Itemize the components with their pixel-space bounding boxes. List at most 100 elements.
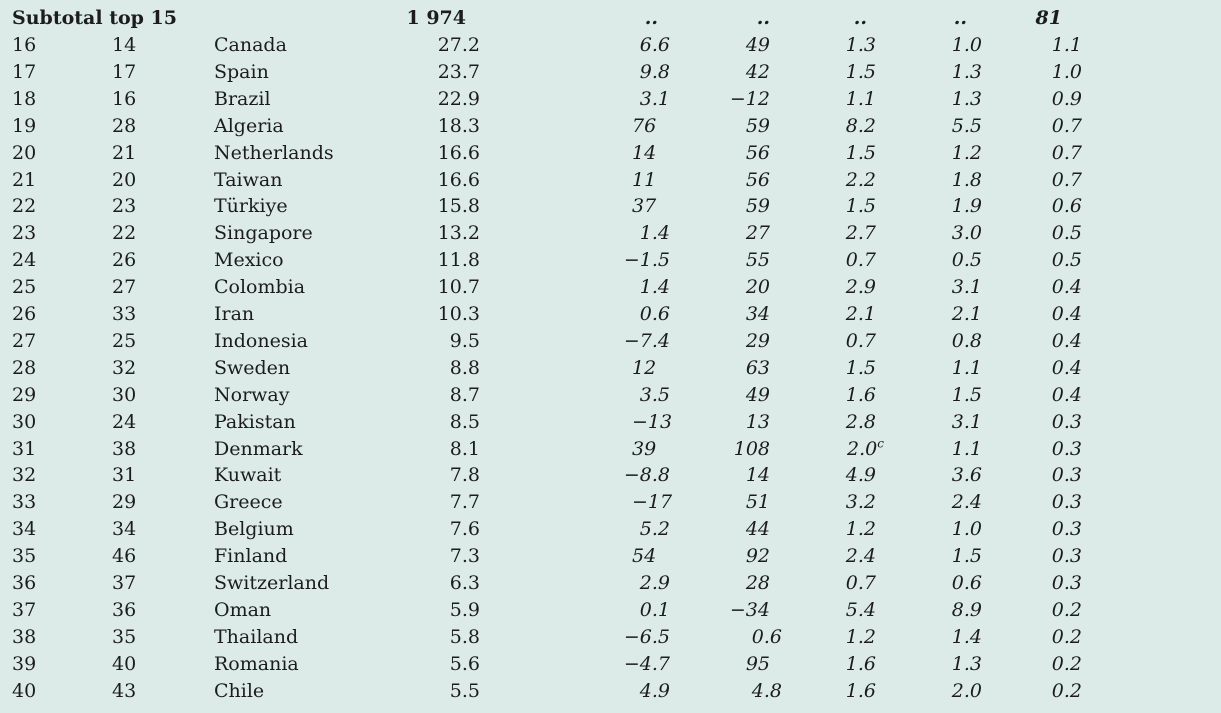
value-cell: 7.8 [449,464,480,487]
country-cell: Oman [214,598,272,621]
previous-rank-cell: 32 [112,356,137,379]
value-cell: 11.8 [437,249,480,272]
share-cell: 0.3 [1051,410,1082,433]
growth-1-cell: 37 [632,195,657,218]
growth-1-cell: −4.7 [623,652,670,675]
share-cell: 0.4 [1051,329,1082,352]
share-cell: 0.4 [1051,383,1082,406]
rank-cell: 33 [12,491,37,514]
table-row: 19 28 Algeria 18.3 76 59 8.2 5.5 0.7 [0,113,1221,140]
value-cell: 5.8 [449,625,480,648]
growth-1-cell: 11 [632,168,657,191]
previous-rank-cell: 14 [112,34,137,56]
growth-1-cell: 6.6 [639,34,670,56]
growth-3-cell: 1.5 [845,141,876,164]
growth-3-cell: 1.6 [845,679,876,702]
country-cell: Spain [214,60,269,83]
value-cell: 8.1 [449,437,480,460]
growth-3-cell: 8.2 [845,114,876,137]
previous-rank-cell: 16 [112,87,137,110]
previous-rank-cell: 17 [112,60,137,83]
table-row: 35 46 Finland 7.3 54 92 2.4 1.5 0.3 [0,543,1221,570]
growth-2-cell: 34 [745,303,770,325]
previous-rank-cell: 26 [112,249,137,272]
growth-3-cell: 3.2 [845,491,876,514]
previous-rank-cell: 37 [112,572,137,594]
previous-rank-cell: 31 [112,464,137,487]
growth-4-cell: 1.0 [951,518,982,541]
growth-2-cell: −12 [729,87,770,110]
table-row: 36 37 Switzerland 6.3 2.9 28 0.7 0.6 0.3 [0,570,1221,597]
growth-2-cell: 20 [745,276,770,299]
value-cell: 22.9 [437,87,480,110]
country-cell: Indonesia [214,329,308,352]
growth-1-cell: −17 [632,491,673,514]
growth-4-cell: 1.9 [951,195,982,218]
previous-rank-cell: 28 [112,114,137,137]
growth-1-cell: 76 [632,114,657,137]
rank-cell: 21 [12,168,37,191]
share-cell: 0.9 [1051,87,1082,110]
share-cell: 0.3 [1051,545,1082,568]
value-cell: 7.7 [449,491,480,514]
growth-1-cell: −1.5 [623,249,670,272]
table-row: 22 23 Türkiye 15.8 37 59 1.5 1.9 0.6 [0,193,1221,220]
growth-3-cell: 1.1 [845,87,876,110]
growth-1-cell: 9.8 [639,60,670,83]
growth-3-cell: 1.6 [845,652,876,675]
table-row: 33 29 Greece 7.7 −17 51 3.2 2.4 0.3 [0,489,1221,516]
table-row: 37 36 Oman 5.9 0.1 −34 5.4 8.9 0.2 [0,597,1221,624]
growth-2-cell: 55 [745,249,770,272]
country-cell: Romania [214,652,299,675]
growth-4-cell: 1.2 [951,141,982,164]
rank-cell: 30 [12,410,37,433]
table-row: 21 20 Taiwan 16.6 11 56 2.2 1.8 0.7 [0,167,1221,194]
growth-1-cell: 1.4 [639,276,670,299]
growth-1-cell: −13 [632,410,673,433]
rank-cell: 38 [12,625,37,648]
country-cell: Canada [214,34,287,56]
growth-3-cell: 5.4 [845,598,876,621]
table-row: 30 24 Pakistan 8.5 −13 13 2.8 3.1 0.3 [0,409,1221,436]
value-cell: 16.6 [437,168,480,191]
growth-2-cell: 27 [745,222,770,245]
value-cell: 6.3 [449,572,480,594]
previous-rank-cell: 46 [112,545,137,568]
growth-2-cell: 42 [745,60,770,83]
growth-3-cell: 0.7 [845,329,876,352]
rank-cell: 29 [12,383,37,406]
table-row: 27 25 Indonesia 9.5 −7.4 29 0.7 0.8 0.4 [0,328,1221,355]
table-row: 34 34 Belgium 7.6 5.2 44 1.2 1.0 0.3 [0,516,1221,543]
table-row: 31 38 Denmark 8.1 39 108 2.0c 1.1 0.3 [0,436,1221,463]
value-cell: 15.8 [437,195,480,218]
growth-2-cell: 14 [745,464,770,487]
subtotal-g4: .. [953,7,967,29]
growth-1-cell: 14 [632,141,657,164]
rank-cell: 16 [12,34,37,56]
previous-rank-cell: 43 [112,679,137,702]
growth-4-cell: 5.5 [951,114,982,137]
growth-4-cell: 1.3 [951,60,982,83]
share-cell: 0.4 [1051,356,1082,379]
previous-rank-cell: 30 [112,383,137,406]
country-cell: Kuwait [214,464,282,487]
value-cell: 5.6 [449,652,480,675]
share-cell: 0.3 [1051,464,1082,487]
share-cell: 0.2 [1051,679,1082,702]
growth-3-cell: 2.4 [845,545,876,568]
rank-cell: 17 [12,60,37,83]
rank-cell: 26 [12,303,37,325]
share-cell: 0.2 [1051,625,1082,648]
growth-4-cell: 0.5 [951,249,982,272]
share-cell: 0.6 [1051,195,1082,218]
country-cell: Chile [214,679,265,702]
table-row: 40 43 Chile 5.5 4.9 4.8 1.6 2.0 0.2 [0,678,1221,705]
growth-4-cell: 1.5 [951,545,982,568]
country-cell: Taiwan [214,168,283,191]
growth-3-cell: 2.9 [845,276,876,299]
growth-3-cell: 1.5 [845,356,876,379]
country-cell: Colombia [214,276,306,299]
country-cell: Sweden [214,356,291,379]
share-cell: 0.4 [1051,303,1082,325]
